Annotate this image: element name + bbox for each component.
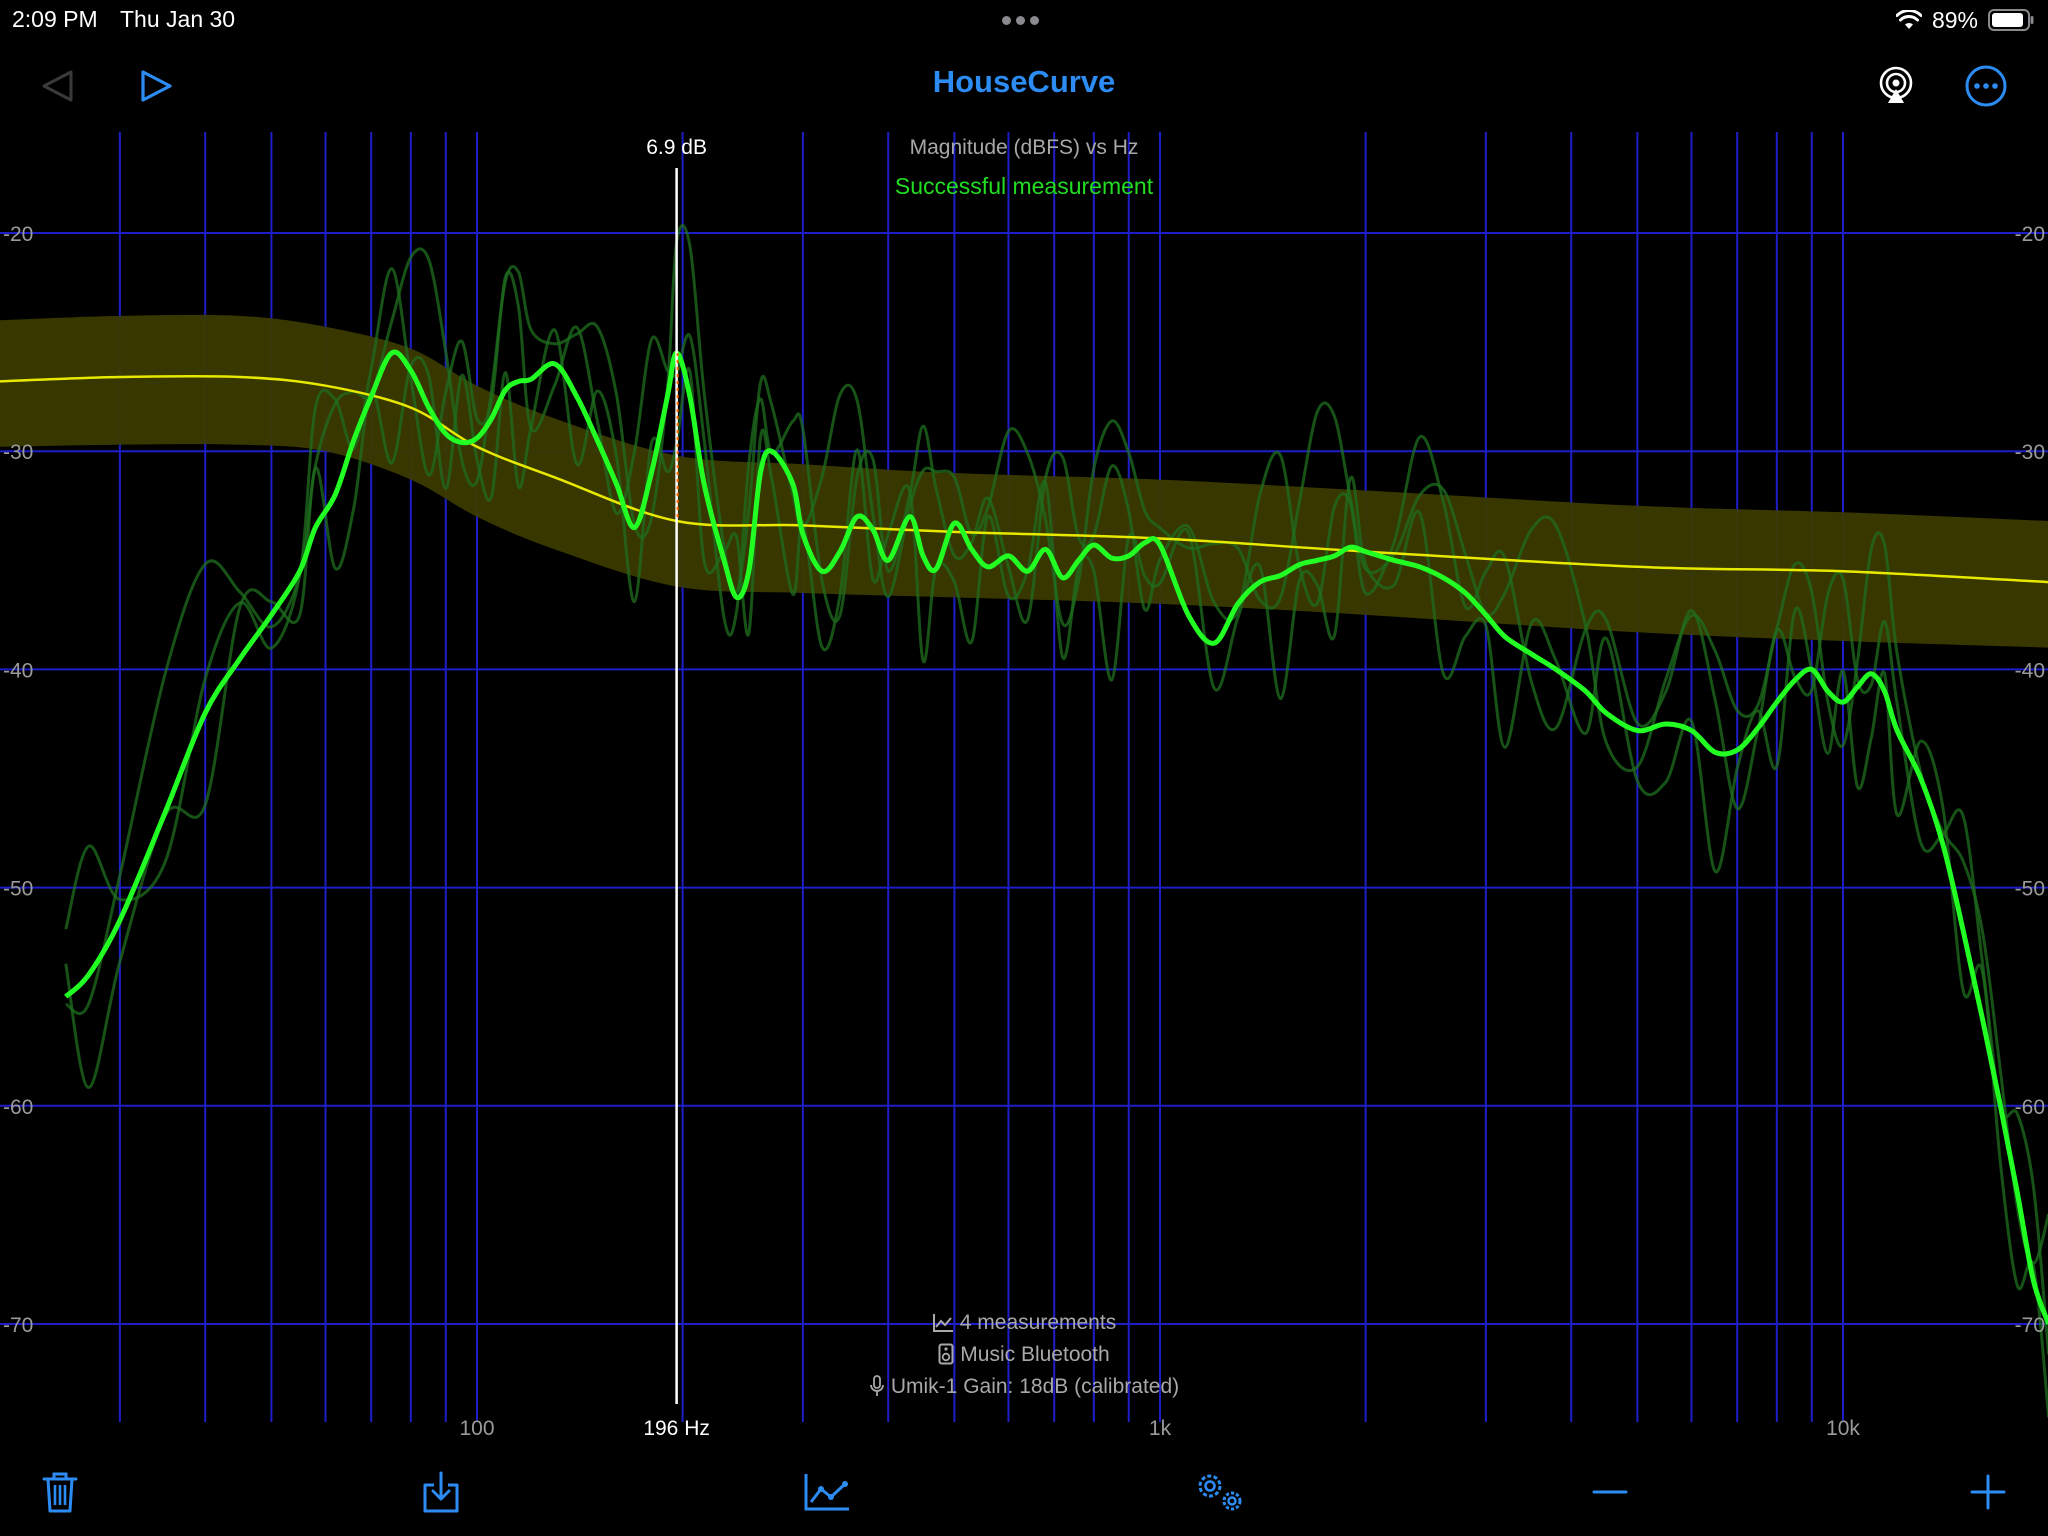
y-tick-label-right: -60 [2015, 1096, 2045, 1119]
faint-trace-1 [64, 267, 2048, 1355]
y-tick-label-left: -60 [3, 1096, 33, 1119]
battery-percent: 89% [1931, 6, 1978, 33]
status-bar: 2:09 PM Thu Jan 30 89% [0, 0, 2048, 40]
measurement-trace [64, 349, 2048, 1325]
trash-icon [42, 1472, 78, 1513]
other-measurements [64, 224, 2048, 1418]
airplay-icon [1879, 66, 1913, 103]
y-tick-label-left: -70 [3, 1314, 33, 1337]
y-tick-label-right: -40 [2015, 659, 2045, 682]
back-triangle-icon [42, 70, 73, 102]
play-icon [141, 70, 172, 102]
horizontal-grid [0, 232, 2048, 1325]
audio-source: Music Bluetooth [0, 1343, 2048, 1367]
speaker-icon [938, 1343, 954, 1365]
y-tick-label-right: -20 [2015, 223, 2045, 246]
y-tick-label-left: -20 [3, 223, 33, 246]
cursor-frequency-label: 196 Hz [643, 1417, 710, 1440]
plot-title: Magnitude (dBFS) vs Hz [910, 136, 1139, 159]
y-tick-label-right: -30 [2015, 441, 2045, 464]
faint-trace-2 [64, 328, 2048, 1418]
bottom-toolbar [0, 1442, 2048, 1536]
y-tick-label-left: -30 [3, 441, 33, 464]
status-time: 2:09 PM [12, 6, 98, 32]
y-tick-label-right: -70 [2015, 1314, 2045, 1337]
plus-icon [1970, 1474, 2006, 1510]
status-date: Thu Jan 30 [120, 6, 236, 32]
chart-button[interactable] [797, 1462, 857, 1522]
measurements-count: 4 measurements [0, 1311, 2048, 1335]
y-axis-right: -20 -30 -40 -50 -60 -70 [2015, 223, 2045, 1337]
target-band [0, 314, 2048, 648]
x-tick-label: 1k [1149, 1417, 1172, 1440]
audio-source-text: Music Bluetooth [960, 1343, 1110, 1366]
microphone-info: Umik-1 Gain: 18dB (calibrated) [0, 1375, 2048, 1399]
y-tick-label-left: -50 [3, 878, 33, 901]
wifi-icon [1895, 10, 1922, 29]
measurement-status: Successful measurement [895, 173, 1154, 199]
chart-line-icon [932, 1314, 953, 1332]
save-download-button[interactable] [411, 1462, 471, 1522]
play-button[interactable] [128, 58, 184, 114]
zoom-in-button[interactable] [1958, 1462, 2018, 1522]
more-ellipsis-icon [1965, 65, 2007, 107]
magnitude-plot[interactable]: 6.9 dB 196 Hz Magnitude (dBFS) vs Hz Suc… [0, 132, 2048, 1442]
settings-button[interactable] [1190, 1462, 1250, 1522]
status-right: 89% [1895, 5, 2034, 35]
multitasking-dots-icon[interactable] [1002, 12, 1046, 25]
back-button[interactable] [30, 58, 86, 114]
microphone-info-text: Umik-1 Gain: 18dB (calibrated) [890, 1375, 1180, 1398]
measurements-count-text: 4 measurements [959, 1311, 1117, 1334]
x-axis: 100 1k 10k [459, 1417, 1860, 1440]
zoom-out-button[interactable] [1580, 1462, 1640, 1522]
y-tick-label-left: -40 [3, 659, 33, 682]
x-tick-label: 100 [459, 1417, 494, 1440]
settings-gears-icon [1198, 1474, 1242, 1511]
faint-trace-3 [65, 224, 2048, 1265]
microphone-icon [869, 1375, 884, 1396]
x-tick-label: 10k [1826, 1417, 1860, 1440]
battery-icon [1988, 9, 2034, 31]
y-tick-label-right: -50 [2015, 878, 2045, 901]
minus-icon [1592, 1490, 1628, 1494]
app-title: HouseCurve [932, 64, 1116, 99]
delete-button[interactable] [30, 1462, 90, 1522]
chart-icon [804, 1474, 849, 1511]
airplay-button[interactable] [1868, 58, 1924, 114]
nav-bar: HouseCurve [0, 40, 2048, 132]
download-icon [423, 1471, 459, 1513]
cursor-value-label: 6.9 dB [646, 136, 707, 159]
y-axis-left: -20 -30 -40 -50 -60 -70 [3, 223, 33, 1337]
more-button[interactable] [1958, 58, 2014, 114]
